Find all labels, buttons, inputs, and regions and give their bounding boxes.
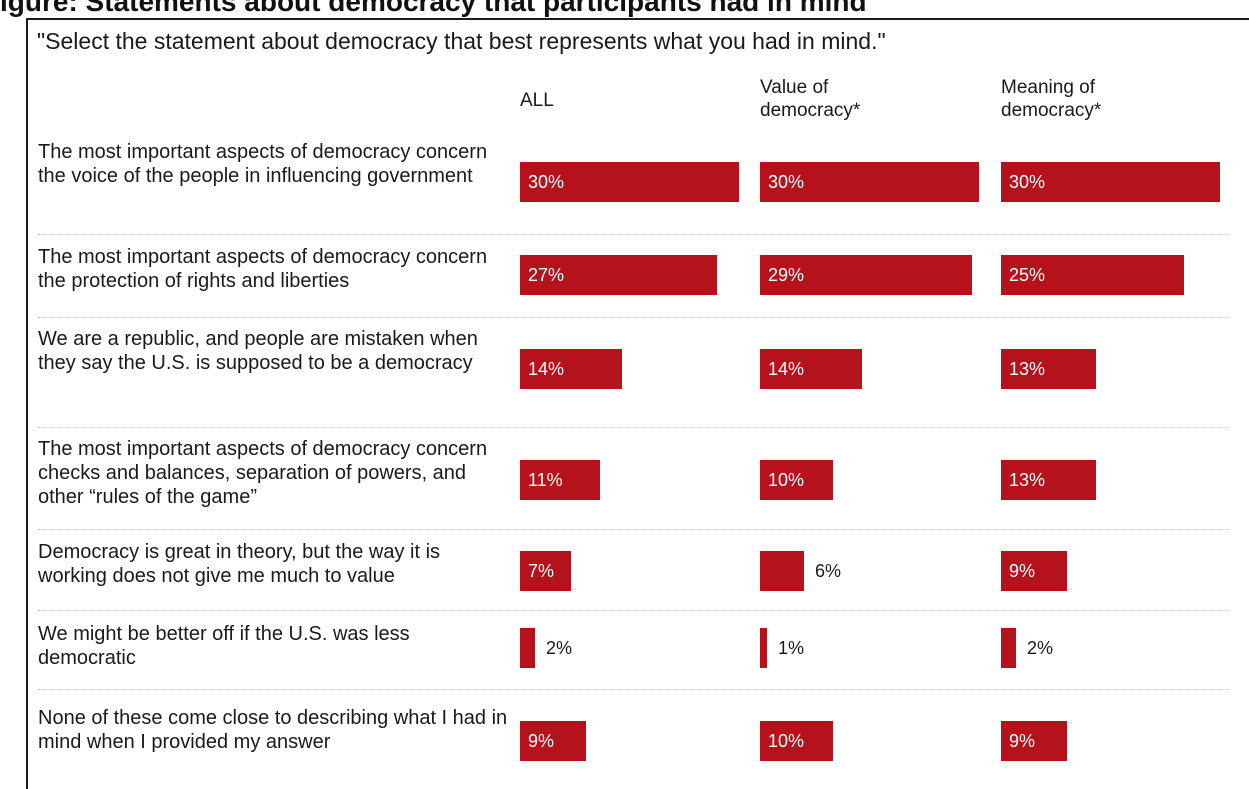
bar-all (520, 551, 571, 591)
bar-all (520, 162, 739, 202)
column-header-value-of-democracy: Value of democracy* (760, 77, 861, 121)
bar-all (520, 349, 622, 389)
survey-question: "Select the statement about democracy th… (37, 28, 886, 54)
row-divider (38, 317, 1228, 318)
bar-value-of-democracy (760, 349, 862, 389)
bar-meaning-of-democracy (1001, 721, 1067, 761)
row-label: We are a republic, and people are mistak… (38, 328, 478, 374)
bar-value-label: 14% (768, 359, 805, 379)
bar-value-of-democracy (760, 162, 979, 202)
bar-value-label: 7% (528, 561, 555, 581)
bar-all (520, 460, 600, 500)
bar-value-label: 2% (1027, 638, 1054, 658)
bar-meaning-of-democracy (1001, 551, 1067, 591)
bar-value-of-democracy (760, 255, 972, 295)
bar-value-label: 14% (528, 359, 565, 379)
column-header-meaning-of-democracy: Meaning of democracy* (1001, 77, 1102, 121)
bar-value-label: 25% (1009, 265, 1046, 285)
bar-value-label: 9% (528, 731, 555, 751)
row-label: None of these come close to describing w… (38, 707, 508, 753)
bar-value-of-democracy (760, 628, 767, 668)
bar-meaning-of-democracy (1001, 628, 1016, 668)
row-divider (38, 427, 1228, 428)
bar-value-label: 10% (768, 470, 805, 490)
bar-value-label: 13% (1009, 359, 1046, 379)
bar-value-label: 29% (768, 265, 805, 285)
bar-value-label: 9% (1009, 731, 1036, 751)
bar-value-label: 6% (815, 561, 842, 581)
row-divider (38, 529, 1228, 530)
bar-value-of-democracy (760, 721, 833, 761)
row-divider (38, 234, 1228, 235)
row-label: The most important aspects of democracy … (38, 141, 488, 187)
bar-value-label: 30% (1009, 172, 1046, 192)
bar-meaning-of-democracy (1001, 349, 1096, 389)
bar-value-label: 30% (768, 172, 805, 192)
bar-value-label: 13% (1009, 470, 1046, 490)
bar-all (520, 628, 535, 668)
bar-value-of-democracy (760, 460, 833, 500)
row-label: Democracy is great in theory, but the wa… (38, 541, 441, 587)
bar-all (520, 255, 717, 295)
column-header-all: ALL (520, 90, 554, 111)
bar-all (520, 721, 586, 761)
bar-value-label: 11% (528, 470, 563, 490)
row-label: The most important aspects of democracy … (38, 438, 488, 508)
bar-value-label: 27% (528, 265, 565, 285)
bar-value-label: 1% (778, 638, 805, 658)
bar-value-label: 2% (546, 638, 573, 658)
bar-value-of-democracy (760, 551, 804, 591)
row-divider (38, 610, 1228, 611)
bar-meaning-of-democracy (1001, 255, 1184, 295)
chart-title-clip: igure: Statements about democracy that p… (0, 0, 1249, 18)
bar-meaning-of-democracy (1001, 162, 1220, 202)
row-divider (38, 689, 1228, 690)
bar-meaning-of-democracy (1001, 460, 1096, 500)
bar-value-label: 10% (768, 731, 805, 751)
row-label: We might be better off if the U.S. was l… (38, 623, 410, 669)
chart-frame (26, 18, 1249, 789)
chart-title: igure: Statements about democracy that p… (0, 0, 867, 17)
row-label: The most important aspects of democracy … (38, 246, 488, 292)
bar-value-label: 9% (1009, 561, 1036, 581)
bar-value-label: 30% (528, 172, 565, 192)
